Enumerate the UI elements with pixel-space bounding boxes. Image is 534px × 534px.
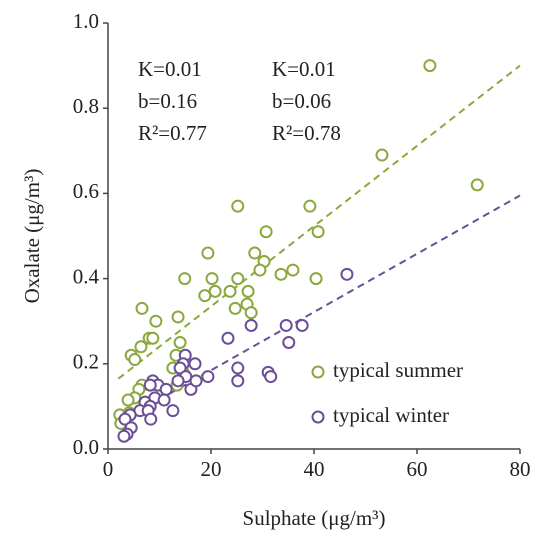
point — [157, 393, 171, 407]
point — [171, 310, 185, 324]
point — [286, 263, 300, 277]
y-tick-label: 0.0 — [73, 435, 99, 459]
point — [253, 263, 267, 277]
point — [279, 318, 293, 332]
point — [135, 301, 149, 315]
point — [228, 301, 242, 315]
point — [423, 59, 437, 73]
point — [231, 374, 245, 388]
point — [470, 178, 484, 192]
point — [159, 382, 173, 396]
y-tick-label: 1.0 — [73, 9, 99, 33]
point — [143, 378, 157, 392]
point — [259, 225, 273, 239]
y-tick-label: 0.4 — [73, 264, 100, 288]
point — [173, 336, 187, 349]
point — [201, 246, 215, 260]
point — [121, 393, 135, 407]
x-tick-label: 40 — [304, 457, 325, 481]
point — [128, 353, 142, 367]
point — [223, 284, 237, 298]
y-tick-label: 0.8 — [73, 94, 99, 118]
point — [198, 289, 212, 303]
legend-marker — [311, 365, 325, 379]
x-tick-label: 0 — [103, 457, 114, 481]
point — [201, 370, 215, 384]
point — [282, 336, 296, 349]
point — [118, 412, 132, 426]
annotation: b=0.16 — [138, 89, 197, 113]
point — [274, 267, 288, 281]
annotation: R²=0.77 — [138, 121, 207, 145]
point — [231, 272, 245, 286]
point — [144, 412, 158, 426]
point — [178, 272, 192, 286]
y-tick-label: 0.2 — [73, 350, 99, 374]
point — [231, 199, 245, 213]
annotation: K=0.01 — [272, 57, 336, 81]
point — [205, 272, 219, 286]
point — [231, 361, 245, 375]
x-axis-label: Sulphate (μg/m³) — [243, 506, 386, 530]
x-tick-label: 20 — [201, 457, 222, 481]
point — [146, 331, 160, 345]
point — [134, 340, 148, 354]
point — [264, 370, 278, 384]
annotation: K=0.01 — [138, 57, 202, 81]
x-tick-label: 60 — [407, 457, 428, 481]
point — [303, 199, 317, 213]
y-axis-label: Oxalate (μg/m³) — [20, 169, 44, 304]
point — [340, 267, 354, 281]
y-tick-label: 0.6 — [73, 179, 99, 203]
point — [188, 357, 202, 371]
legend-label: typical summer — [333, 358, 463, 382]
x-tick-label: 80 — [510, 457, 531, 481]
legend-label: typical winter — [333, 403, 449, 427]
point — [375, 148, 389, 162]
point — [244, 306, 258, 320]
point — [166, 404, 180, 418]
point — [221, 331, 235, 345]
point — [171, 374, 185, 388]
point — [241, 284, 255, 298]
annotation: b=0.06 — [272, 89, 331, 113]
point — [248, 246, 262, 260]
legend-marker — [311, 410, 325, 424]
point — [149, 314, 163, 328]
annotation: R²=0.78 — [272, 121, 341, 145]
point — [244, 318, 258, 332]
point — [117, 429, 131, 443]
point — [311, 225, 325, 239]
point — [309, 272, 323, 286]
point — [295, 318, 309, 332]
point — [189, 374, 203, 388]
trendline — [117, 64, 521, 380]
